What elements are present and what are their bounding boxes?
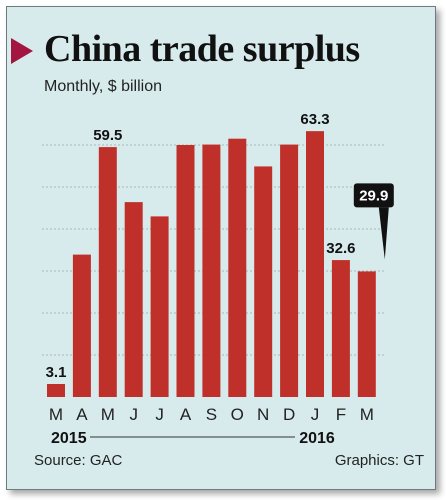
bar-5 <box>176 145 195 397</box>
x-tick-label-5: A <box>180 405 192 424</box>
data-label-2: 59.5 <box>93 127 122 144</box>
bar-1 <box>72 254 91 397</box>
year-label-2016: 2016 <box>299 430 335 447</box>
bar-10 <box>306 131 324 397</box>
bar-12 <box>357 271 376 397</box>
x-tick-label-1: A <box>76 405 88 424</box>
callout-pointer <box>378 207 389 260</box>
year-label-2015: 2015 <box>51 430 87 447</box>
graphics-credit: Graphics: GT <box>334 452 424 469</box>
source-note: Source: GAC <box>34 452 123 469</box>
x-tick-label-9: D <box>283 405 295 424</box>
data-label-12: 29.9 <box>359 187 388 204</box>
x-tick-label-12: M <box>360 405 374 424</box>
bar-11 <box>331 260 350 397</box>
x-tick-label-8: N <box>257 405 269 424</box>
data-label-10: 63.3 <box>300 111 329 128</box>
chart-panel <box>6 6 436 490</box>
x-tick-label-3: J <box>129 405 138 424</box>
data-labels: 3.1 59.5 63.3 32.6 29.9 <box>46 111 394 381</box>
bar-0 <box>47 383 65 397</box>
bars <box>47 131 376 397</box>
bar-3 <box>124 202 143 397</box>
callout-box <box>353 183 394 208</box>
bar-7 <box>228 138 247 397</box>
bar-6 <box>202 144 221 397</box>
data-label-11: 32.6 <box>326 240 355 257</box>
x-tick-label-0: M <box>49 405 63 424</box>
bar-2 <box>98 147 117 397</box>
x-tick-label-11: F <box>336 405 346 424</box>
data-label-0: 3.1 <box>46 364 67 381</box>
x-tick-label-7: O <box>231 405 244 424</box>
x-tick-label-4: J <box>155 405 164 424</box>
title-arrow-icon <box>11 38 33 64</box>
bar-9 <box>280 144 299 397</box>
x-tick-label-2: M <box>101 405 115 424</box>
bar-4 <box>150 216 169 397</box>
bar-8 <box>254 166 273 397</box>
chart-subtitle: Monthly, $ billion <box>44 78 162 95</box>
x-tick-label-6: S <box>206 405 217 424</box>
x-tick-label-10: J <box>311 405 320 424</box>
chart-title: China trade surplus <box>44 28 360 70</box>
